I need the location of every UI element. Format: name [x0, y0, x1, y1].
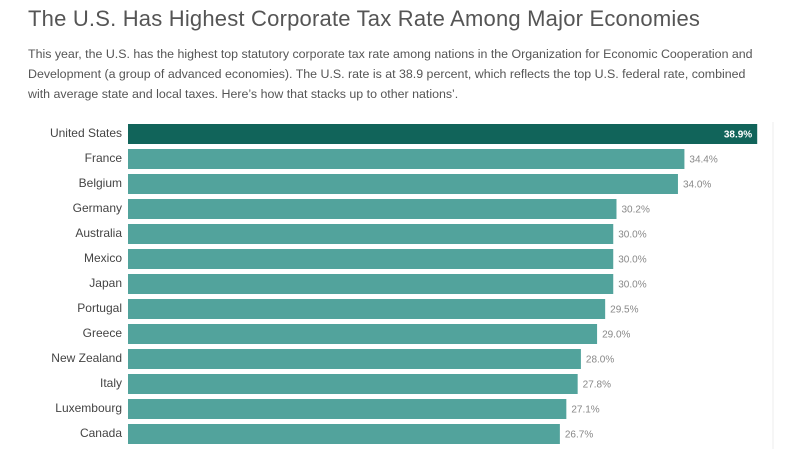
value-label: 30.0% [618, 280, 646, 291]
y-tick-label: Germany [73, 201, 122, 215]
value-label: 29.5% [610, 305, 638, 316]
value-label: 30.0% [618, 255, 646, 266]
y-tick-label: Canada [80, 426, 122, 440]
y-tick-label: Japan [89, 276, 122, 290]
value-label: 38.9% [724, 130, 752, 141]
value-label: 27.1% [571, 405, 599, 416]
bar [128, 274, 614, 294]
bar [128, 299, 606, 319]
y-tick-label: France [85, 151, 123, 165]
y-tick-label: Belgium [79, 176, 122, 190]
bar [128, 124, 758, 144]
bar [128, 149, 685, 169]
bar [128, 374, 578, 394]
y-tick-label: United States [50, 126, 122, 140]
bar [128, 324, 598, 344]
value-label: 28.0% [586, 355, 614, 366]
bar [128, 349, 581, 369]
bar [128, 174, 678, 194]
y-tick-label: Mexico [84, 251, 122, 265]
value-label: 27.8% [583, 380, 611, 391]
chart-title: The U.S. Has Highest Corporate Tax Rate … [28, 6, 701, 31]
y-tick-label: Luxembourg [55, 401, 122, 415]
value-label: 29.0% [602, 330, 630, 341]
y-tick-label: Australia [75, 226, 122, 240]
value-label: 30.0% [618, 230, 646, 241]
bar [128, 399, 567, 419]
value-label: 30.2% [621, 205, 649, 216]
value-label: 34.0% [683, 180, 711, 191]
y-tick-label: Greece [83, 326, 123, 340]
y-tick-label: Italy [100, 376, 122, 390]
bar [128, 224, 614, 244]
chart-subtitle: This year, the U.S. has the highest top … [28, 47, 753, 101]
bar [128, 199, 617, 219]
bar [128, 249, 614, 269]
y-tick-label: Portugal [77, 301, 122, 315]
y-tick-label: New Zealand [51, 351, 122, 365]
value-label: 26.7% [565, 430, 593, 441]
value-label: 34.4% [689, 155, 717, 166]
bar [128, 424, 560, 444]
